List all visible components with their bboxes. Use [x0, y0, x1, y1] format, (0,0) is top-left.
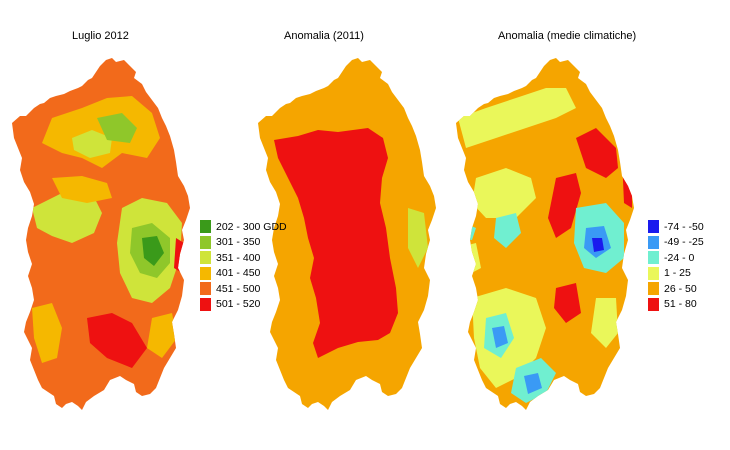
legend-swatch	[648, 266, 659, 280]
legend-swatch	[200, 235, 211, 249]
legend-label: 501 - 520	[216, 298, 261, 311]
legend-item: -24 - 0	[648, 250, 704, 266]
panel-title-luglio-2012: Luglio 2012	[72, 30, 129, 42]
legend-swatch	[200, 251, 211, 265]
legend-label: 451 - 500	[216, 282, 261, 295]
legend-anomaly: -74 - -50 -49 - -25 -24 - 0 1 - 25 26 - 50 51…	[648, 219, 704, 312]
legend-swatch	[200, 297, 211, 311]
legend-swatch	[648, 251, 659, 265]
legend-item: 1 - 25	[648, 266, 704, 282]
legend-label: 301 - 350	[216, 236, 261, 249]
legend-item: -74 - -50	[648, 219, 704, 235]
legend-item: 26 - 50	[648, 281, 704, 297]
legend-label: 351 - 400	[216, 251, 261, 264]
legend-label: -24 - 0	[664, 251, 695, 264]
legend-label: -49 - -25	[664, 236, 704, 249]
legend-item: 501 - 520	[200, 297, 287, 313]
legend-label: 202 - 300 GDD	[216, 220, 287, 233]
map-anomalia-medie	[456, 58, 634, 410]
legend-swatch	[200, 282, 211, 296]
legend-item: 351 - 400	[200, 250, 287, 266]
legend-label: -74 - -50	[664, 220, 704, 233]
panel-title-anomalia-medie: Anomalia (medie climatiche)	[498, 30, 637, 42]
legend-swatch	[648, 235, 659, 249]
legend-swatch	[648, 282, 659, 296]
legend-item: 301 - 350	[200, 235, 287, 251]
legend-item: 451 - 500	[200, 281, 287, 297]
legend-label: 26 - 50	[664, 282, 697, 295]
legend-swatch	[648, 220, 659, 234]
legend-item: 401 - 450	[200, 266, 287, 282]
legend-swatch	[200, 220, 211, 234]
legend-swatch	[200, 266, 211, 280]
legend-swatch	[648, 297, 659, 311]
legend-item: -49 - -25	[648, 235, 704, 251]
map-luglio-2012	[12, 58, 190, 410]
legend-item: 202 - 300 GDD	[200, 219, 287, 235]
legend-label: 51 - 80	[664, 298, 697, 311]
legend-label: 1 - 25	[664, 267, 691, 280]
legend-item: 51 - 80	[648, 297, 704, 313]
legend-gdd: 202 - 300 GDD 301 - 350 351 - 400 401 - 450…	[200, 219, 287, 312]
legend-label: 401 - 450	[216, 267, 261, 280]
panel-title-anomalia-2011: Anomalia (2011)	[284, 30, 364, 42]
